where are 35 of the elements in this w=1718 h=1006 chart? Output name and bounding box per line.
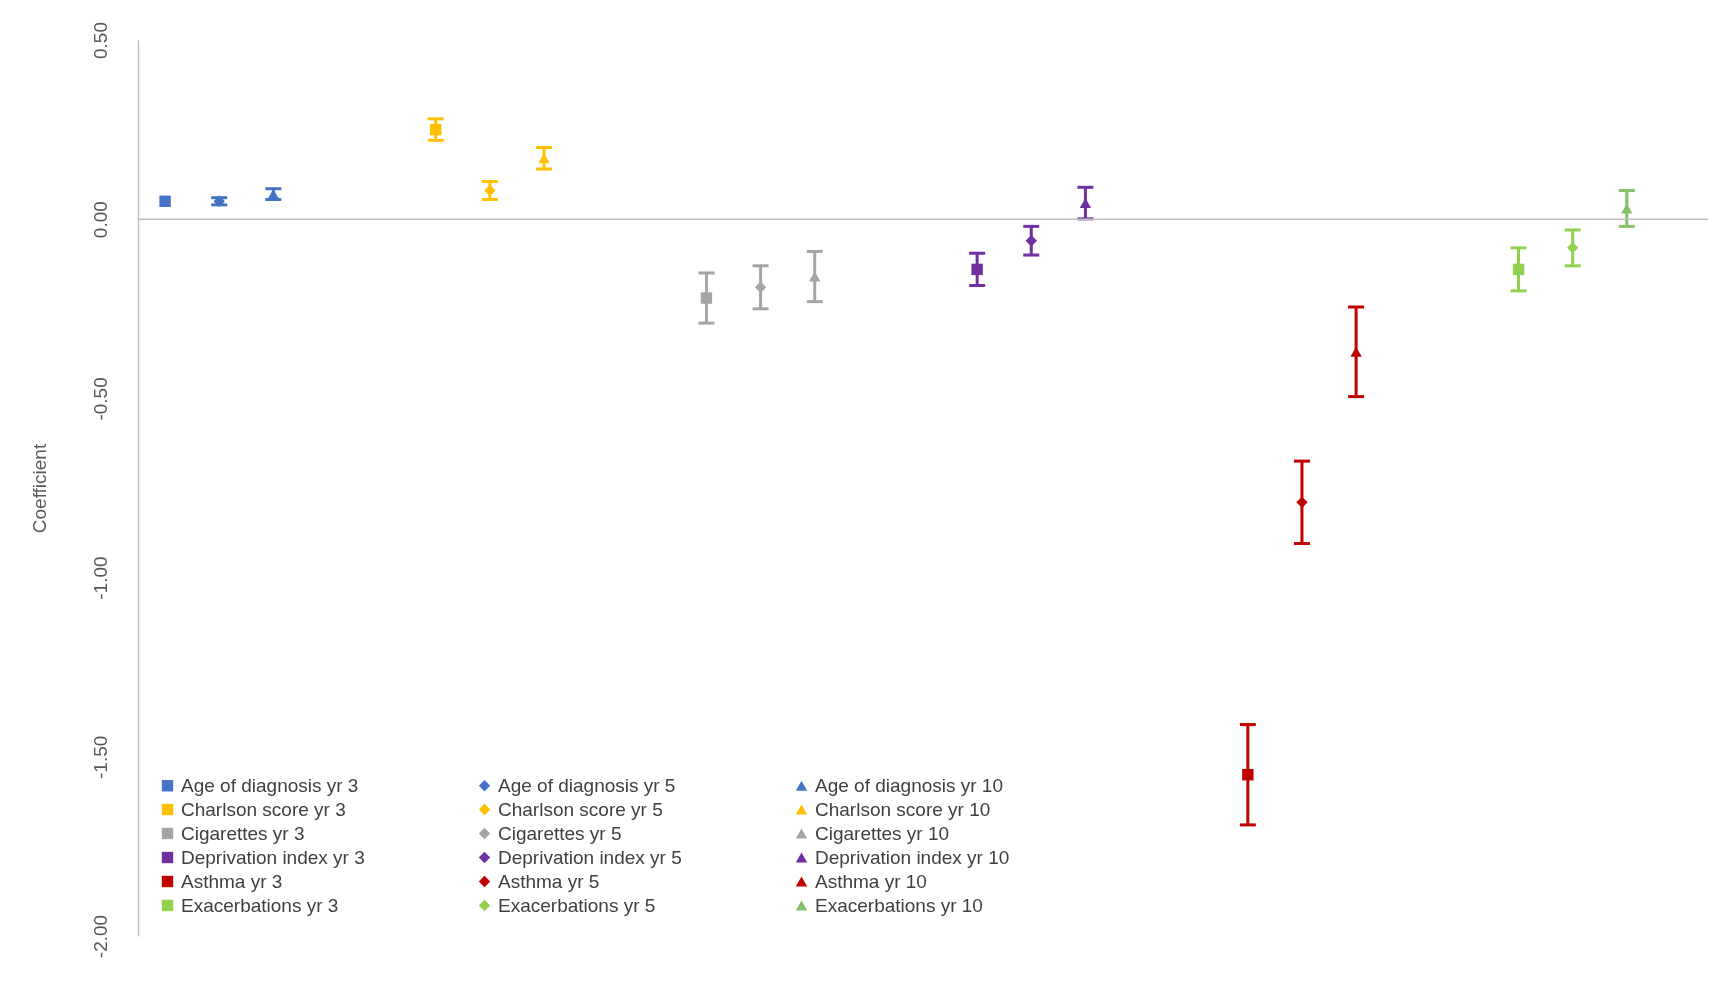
legend-label: Deprivation index yr 3 (181, 846, 365, 868)
legend-label: Cigarettes yr 3 (181, 822, 305, 844)
point (700, 292, 713, 304)
legend-label: Charlson score yr 3 (181, 798, 346, 820)
y-tick-label: -1.50 (89, 735, 111, 779)
legend-label: Cigarettes yr 5 (498, 822, 622, 844)
point (1566, 242, 1579, 254)
y-tick-label: 0.00 (89, 201, 111, 239)
legend-label: Age of diagnosis yr 5 (498, 774, 676, 796)
y-axis-title: Coefficient (28, 443, 50, 534)
legend-label: Asthma yr 3 (181, 870, 283, 892)
point (430, 123, 442, 136)
legend-label: Asthma yr 10 (815, 870, 927, 892)
legend-label: Cigarettes yr 10 (815, 822, 950, 844)
point (1025, 235, 1037, 247)
point (159, 195, 171, 207)
point (213, 195, 225, 207)
point (1512, 263, 1525, 276)
legend-label: Charlson score yr 5 (498, 798, 663, 820)
legend-label: Exacerbations yr 3 (181, 894, 339, 916)
point (1242, 769, 1254, 781)
legend-label: Exacerbations yr 10 (815, 894, 983, 916)
legend-label: Exacerbations yr 5 (498, 894, 656, 916)
y-tick-label: -1.00 (89, 556, 111, 600)
legend-label: Asthma yr 5 (498, 870, 600, 892)
y-tick-label: 0.50 (89, 22, 111, 59)
legend-label: Charlson score yr 10 (815, 798, 991, 820)
point (971, 263, 983, 276)
y-tick-label: -2.00 (89, 914, 111, 959)
legend-label: Age of diagnosis yr 3 (181, 774, 359, 796)
legend-label: Deprivation index yr 10 (815, 846, 1010, 868)
legend-label: Deprivation index yr 5 (498, 846, 682, 868)
y-tick-label: -0.50 (89, 377, 111, 421)
point (484, 184, 496, 197)
legend-label: Age of diagnosis yr 10 (815, 774, 1004, 796)
